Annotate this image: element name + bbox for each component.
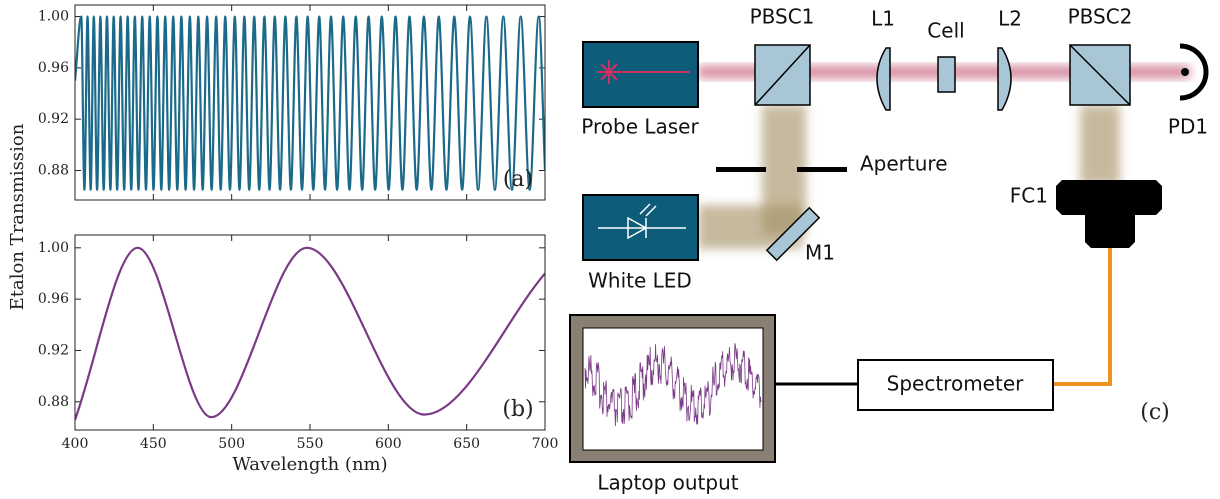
- laptop-trace: [584, 343, 762, 427]
- fiber: [1053, 248, 1112, 386]
- y-tick-label: 1.00: [38, 9, 69, 25]
- data-line: [75, 246, 545, 421]
- panel-label: (c): [1140, 400, 1170, 425]
- panel-label: (a): [503, 167, 533, 192]
- x-tick-label: 450: [140, 436, 167, 452]
- panel-label: (b): [502, 397, 533, 422]
- fiber-coupler: [1056, 180, 1162, 248]
- label: PBSC2: [1068, 5, 1133, 29]
- x-axis-label: Wavelength (nm): [232, 454, 387, 475]
- pd1-dot: [1181, 68, 1189, 76]
- laptop-screen: [582, 327, 764, 451]
- pd1: [1179, 43, 1209, 101]
- lens-l1: [876, 47, 891, 111]
- spectrometer: [857, 359, 1054, 411]
- plot-area: [75, 246, 545, 421]
- x-tick-label: 600: [375, 436, 402, 452]
- pbsc2-diagonal: [1069, 44, 1131, 106]
- y-tick-label: 0.92: [38, 111, 69, 127]
- mirror-m1: [765, 206, 821, 262]
- label: L1: [871, 7, 895, 31]
- x-tick-label: 700: [532, 436, 559, 452]
- label: PBSC1: [750, 5, 815, 29]
- aperture: [716, 167, 766, 172]
- label: PD1: [1168, 115, 1208, 139]
- label: L2: [998, 7, 1022, 31]
- aperture: [797, 167, 847, 172]
- led-beam: [1080, 105, 1120, 185]
- label: Laptop output: [597, 471, 738, 495]
- x-tick-label: 400: [62, 436, 89, 452]
- diagram: PBSC1 L1 Cell L2 PBSC2 Probe Laser PD1 A…: [569, 5, 1209, 495]
- y-tick-label: 0.92: [38, 342, 69, 358]
- axes-frame: [74, 4, 546, 201]
- pbsc1-diagonal: [754, 44, 811, 106]
- label: M1: [805, 241, 835, 265]
- y-tick-label: 1.00: [38, 240, 69, 256]
- plot-area: [75, 15, 545, 191]
- x-tick-label: 550: [297, 436, 324, 452]
- led-icon: [598, 203, 686, 240]
- probe-laser: [582, 41, 699, 108]
- label: White LED: [588, 269, 692, 293]
- axes-frame: [74, 234, 546, 431]
- label: Spectrometer: [887, 372, 1024, 396]
- y-tick-label: 0.88: [38, 162, 69, 178]
- x-tick-label: 650: [453, 436, 480, 452]
- label: Probe Laser: [581, 115, 699, 139]
- y-tick-label: 0.96: [38, 60, 69, 76]
- label: Aperture: [860, 152, 948, 176]
- cell: [937, 56, 956, 93]
- y-tick-label: 0.88: [38, 394, 69, 410]
- label: FC1: [1010, 184, 1048, 208]
- charts: 0.88 0.92 0.96 1.00 (a) 0.88 0.92 0.96 1.00 400 45…: [7, 4, 559, 475]
- label: Cell: [927, 19, 964, 43]
- data-line: [75, 15, 545, 191]
- lens-l2: [997, 47, 1012, 111]
- x-tick-label: 500: [218, 436, 245, 452]
- y-axis-label: Etalon Transmission: [7, 123, 28, 310]
- laser-icon: [597, 60, 690, 84]
- y-tick-label: 0.96: [38, 291, 69, 307]
